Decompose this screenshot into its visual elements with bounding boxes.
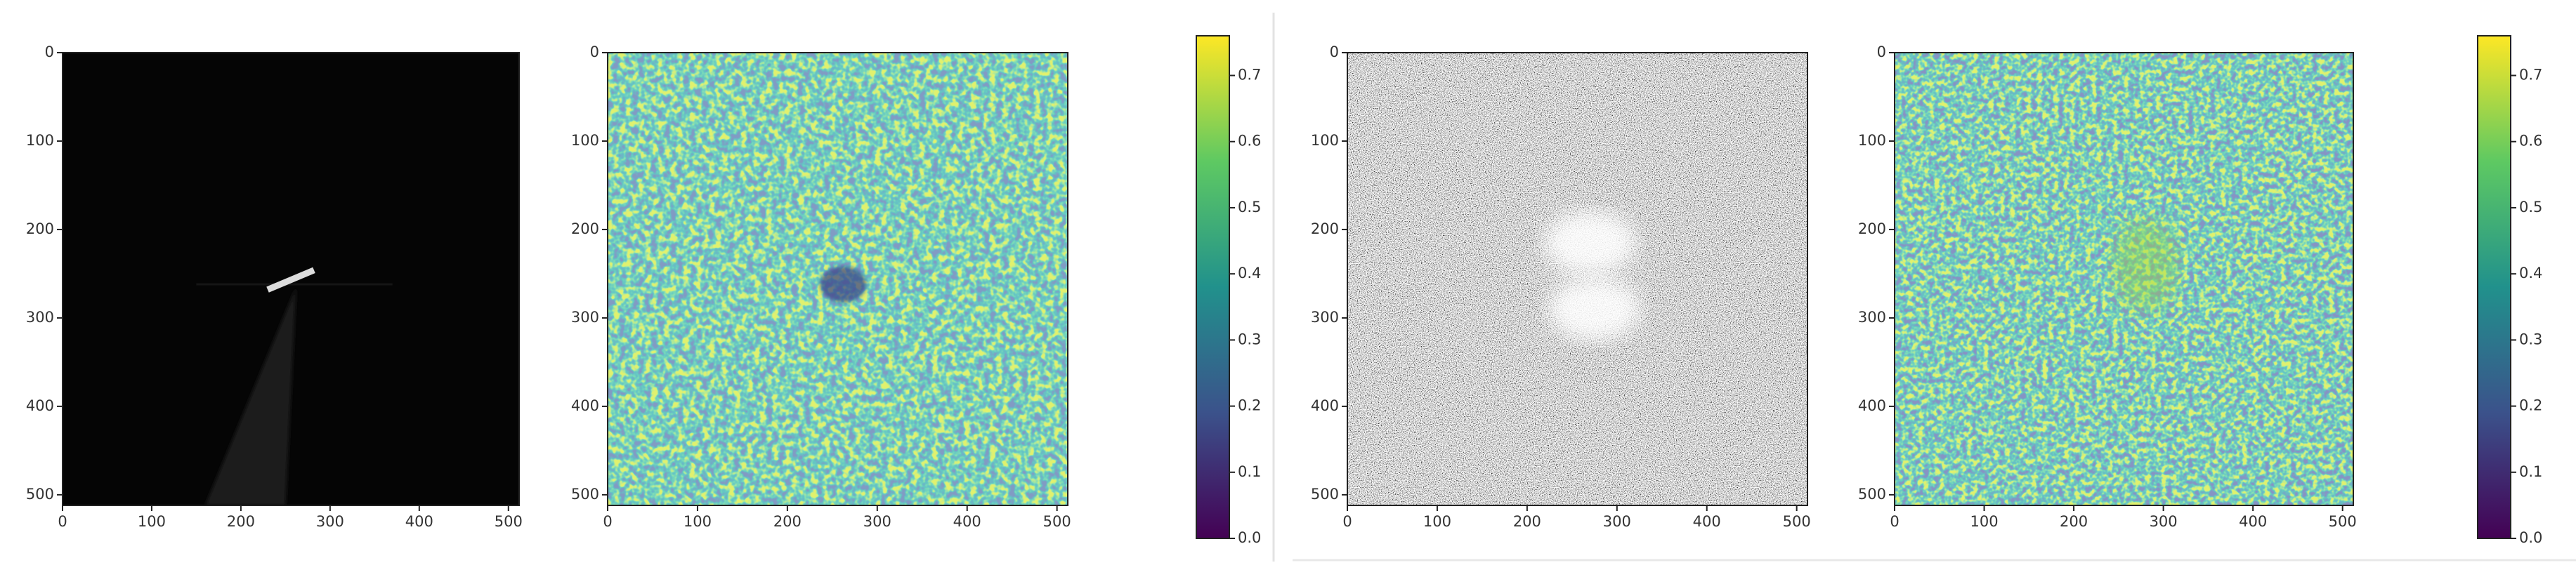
colorbar-tick-label: 0.3: [2519, 331, 2542, 347]
y-tick-label: 200: [26, 220, 54, 237]
x-tick-label: 0: [1342, 513, 1352, 530]
y-tick-label: 300: [26, 309, 54, 326]
colorbar-tick-label: 0.4: [2519, 265, 2542, 281]
y-tick-label: 0: [1877, 44, 1886, 60]
y-tick-label: 300: [571, 309, 599, 326]
x-tick-label: 0: [1890, 513, 1899, 530]
x-tick-label: 300: [2150, 513, 2178, 530]
colorbar-tick-label: 0.2: [2519, 397, 2542, 414]
blob: [1548, 277, 1641, 341]
image-bg: [1347, 53, 1807, 505]
y-tick-label: 500: [26, 486, 54, 503]
y-tick-label: 300: [1858, 309, 1886, 326]
dark-spot: [820, 266, 866, 303]
x-tick-label: 300: [316, 513, 344, 530]
y-tick-label: 400: [1858, 397, 1886, 414]
x-tick-label: 200: [2060, 513, 2088, 530]
axes-frame: [62, 52, 520, 506]
colorbar-tick-label: 0.3: [1238, 331, 1261, 347]
x-tick-label: 400: [953, 513, 981, 530]
x-tick-label: 500: [2329, 513, 2357, 530]
x-tick-label: 300: [1603, 513, 1631, 530]
colorbar-tick-label: 0.4: [1238, 265, 1261, 281]
x-tick-label: 0: [58, 513, 67, 530]
y-tick-label: 100: [26, 132, 54, 149]
x-tick-label: 200: [1513, 513, 1541, 530]
y-tick-label: 300: [1311, 309, 1339, 326]
colorbar: [1196, 35, 1230, 539]
streak: [205, 286, 296, 505]
axes-frame: [607, 52, 1068, 506]
object: [266, 267, 315, 293]
colorbar-tick-label: 0.6: [1238, 133, 1261, 150]
y-tick-label: 400: [26, 397, 54, 414]
y-tick-label: 200: [1858, 220, 1886, 237]
y-tick-label: 0: [590, 44, 599, 60]
y-tick-label: 200: [1311, 220, 1339, 237]
x-tick-label: 100: [684, 513, 712, 530]
axes-frame: [1894, 52, 2354, 506]
y-tick-label: 100: [1311, 132, 1339, 149]
y-tick-label: 0: [1330, 44, 1339, 60]
x-tick-label: 100: [138, 513, 166, 530]
x-tick-label: 500: [1043, 513, 1071, 530]
y-tick-label: 500: [1858, 486, 1886, 503]
image: [63, 53, 519, 505]
x-tick-label: 200: [773, 513, 802, 530]
y-tick-label: 100: [1858, 132, 1886, 149]
colorbar-tick-label: 0.1: [2519, 463, 2542, 480]
y-tick-label: 0: [45, 44, 54, 60]
image: [608, 53, 1068, 505]
colorbar-tick-label: 0.1: [1238, 463, 1261, 480]
x-tick-label: 400: [2239, 513, 2267, 530]
x-tick-label: 200: [227, 513, 255, 530]
blob: [1543, 211, 1636, 274]
axes-frame: [1347, 52, 1808, 506]
bright-spot: [2113, 219, 2178, 310]
colorbar-tick-label: 0.7: [1238, 67, 1261, 84]
y-tick-label: 400: [571, 397, 599, 414]
colorbar-tick-label: 0.7: [2519, 67, 2542, 84]
colorbar-tick-label: 0.0: [2519, 529, 2542, 546]
y-tick-label: 500: [571, 486, 599, 503]
y-tick-label: 500: [1311, 486, 1339, 503]
x-tick-label: 500: [495, 513, 523, 530]
x-tick-label: 300: [863, 513, 891, 530]
x-tick-label: 400: [405, 513, 433, 530]
image: [1347, 53, 1807, 505]
colorbar: [2477, 35, 2511, 539]
x-tick-label: 0: [603, 513, 612, 530]
colorbar-tick-label: 0.2: [1238, 397, 1261, 414]
image: [1895, 53, 2353, 505]
x-tick-label: 100: [1423, 513, 1451, 530]
y-tick-label: 100: [571, 132, 599, 149]
colorbar-tick-label: 0.5: [2519, 199, 2542, 215]
x-tick-label: 400: [1693, 513, 1721, 530]
y-tick-label: 400: [1311, 397, 1339, 414]
colorbar-tick-label: 0.6: [2519, 133, 2542, 150]
colorbar-tick-label: 0.5: [1238, 199, 1261, 215]
y-tick-label: 200: [571, 220, 599, 237]
x-tick-label: 500: [1783, 513, 1811, 530]
colorbar-tick-label: 0.0: [1238, 529, 1261, 546]
x-tick-label: 100: [1970, 513, 1998, 530]
